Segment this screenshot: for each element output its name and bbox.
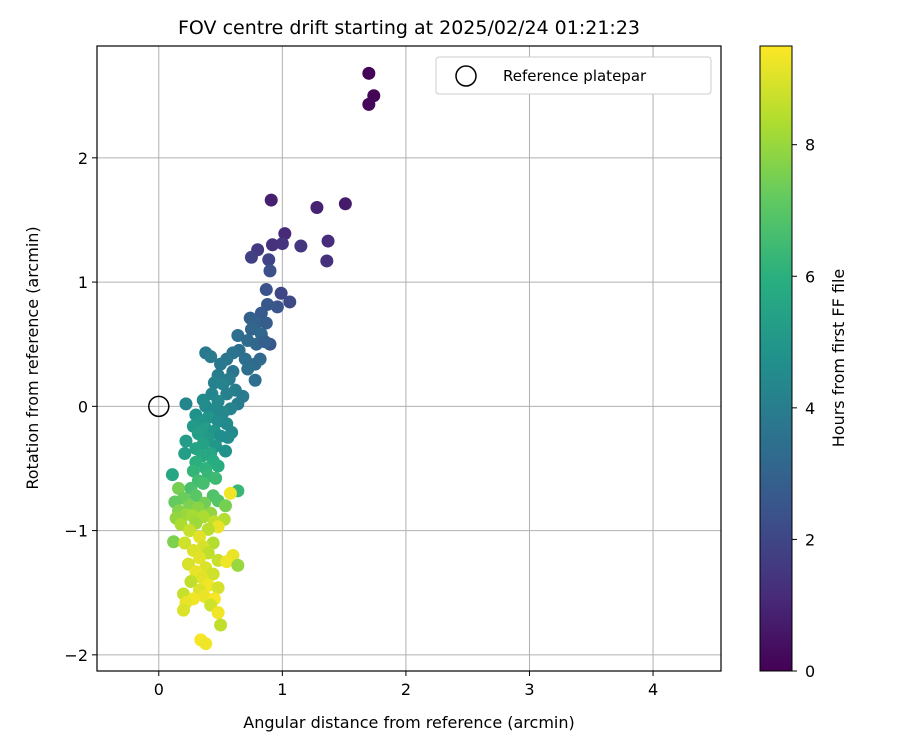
- x-tick-label-3: 3: [524, 680, 534, 699]
- data-point-5: [310, 201, 324, 215]
- legend-marker: [455, 65, 477, 87]
- colorbar-ticks: 0 2 4 6 8: [792, 136, 815, 681]
- x-axis: 0 1 2 3 4: [154, 671, 658, 699]
- plot-area: [96, 45, 722, 672]
- data-point-27: [231, 329, 245, 343]
- data-point-76: [219, 444, 233, 458]
- data-point-12: [244, 250, 258, 264]
- data-point-16: [259, 283, 273, 297]
- data-point-136: [211, 581, 225, 595]
- data-point-118: [167, 535, 181, 549]
- data-point-96: [189, 489, 203, 503]
- data-point-47: [248, 373, 262, 387]
- data-point-4: [264, 193, 278, 207]
- data-point-94: [223, 486, 237, 500]
- data-point-90: [196, 476, 210, 490]
- x-tick-label-0: 0: [154, 680, 164, 699]
- legend-box: [435, 56, 712, 95]
- data-point-83: [211, 459, 225, 473]
- data-point-24: [259, 316, 273, 330]
- y-tick-label-4: 2: [78, 149, 88, 168]
- data-point-127: [220, 555, 234, 569]
- data-point-13: [262, 253, 276, 267]
- data-point-114: [211, 520, 225, 534]
- data-point-35: [204, 350, 218, 364]
- data-point-144: [176, 603, 190, 617]
- colorbar-tick-label-4: 8: [805, 136, 815, 155]
- data-point-146: [214, 618, 228, 632]
- colorbar-tick-label-1: 2: [805, 530, 815, 549]
- data-point-17: [274, 286, 288, 300]
- data-point-85: [186, 464, 200, 478]
- data-point-6: [278, 227, 292, 241]
- y-tick-label-0: −2: [64, 646, 88, 665]
- data-point-116: [183, 524, 197, 538]
- data-point-132: [206, 567, 220, 581]
- data-point-69: [191, 427, 205, 441]
- data-point-14: [320, 254, 334, 268]
- data-point-10: [294, 239, 308, 253]
- data-point-102: [219, 499, 233, 513]
- data-point-25: [244, 322, 258, 336]
- data-point-54: [179, 397, 193, 411]
- reference-point: [148, 395, 170, 418]
- data-point-86: [165, 468, 179, 482]
- data-point-79: [178, 447, 192, 461]
- data-point-9: [275, 237, 289, 251]
- x-tick-label-2: 2: [401, 680, 411, 699]
- data-point-125: [193, 551, 207, 565]
- data-point-117: [193, 530, 207, 544]
- colorbar-tick-label-2: 4: [805, 399, 815, 418]
- x-tick-label-1: 1: [277, 680, 287, 699]
- y-axis-label: Rotation from reference (arcmin): [23, 226, 42, 489]
- colorbar-tick-label-0: 0: [805, 662, 815, 681]
- data-point-41: [241, 362, 255, 376]
- colorbar-gradient: [759, 45, 793, 672]
- data-point-134: [184, 575, 198, 589]
- y-tick-label-1: −1: [64, 522, 88, 541]
- data-point-2: [362, 97, 376, 111]
- colorbar-label: Hours from first FF file: [829, 269, 848, 448]
- data-point-19: [270, 300, 284, 314]
- data-points: [165, 66, 381, 651]
- data-point-39: [214, 357, 228, 371]
- data-point-120: [206, 536, 220, 550]
- data-point-3: [338, 197, 352, 211]
- y-tick-label-3: 1: [78, 273, 88, 292]
- plot-frame: [96, 45, 722, 672]
- x-tick-label-4: 4: [648, 680, 658, 699]
- legend: Reference platepar: [435, 56, 712, 95]
- legend-label: Reference platepar: [503, 67, 647, 85]
- data-point-37: [238, 352, 252, 366]
- data-point-46: [216, 377, 230, 391]
- data-point-119: [178, 536, 192, 550]
- data-point-129: [231, 558, 245, 572]
- colorbar-tick-label-3: 6: [805, 267, 815, 286]
- data-point-145: [211, 606, 225, 620]
- data-point-115: [201, 522, 215, 536]
- y-tick-label-2: 0: [78, 397, 88, 416]
- data-point-15: [263, 264, 277, 278]
- data-point-21: [254, 306, 268, 320]
- data-point-0: [362, 66, 376, 80]
- data-point-91: [172, 481, 186, 495]
- data-point-50: [220, 387, 234, 401]
- chart-title: FOV centre drift starting at 2025/02/24 …: [178, 17, 640, 39]
- data-point-148: [199, 637, 213, 651]
- data-point-8: [265, 238, 279, 252]
- x-axis-label: Angular distance from reference (arcmin): [243, 713, 574, 732]
- data-point-31: [258, 335, 272, 349]
- y-axis: −2 −1 0 1 2: [64, 149, 97, 665]
- colorbar: 0 2 4 6 8 Hours from first FF file: [759, 45, 848, 681]
- data-point-7: [321, 234, 335, 248]
- data-point-18: [283, 295, 297, 309]
- data-point-72: [221, 430, 235, 444]
- data-point-88: [209, 471, 223, 485]
- data-point-73: [179, 434, 193, 448]
